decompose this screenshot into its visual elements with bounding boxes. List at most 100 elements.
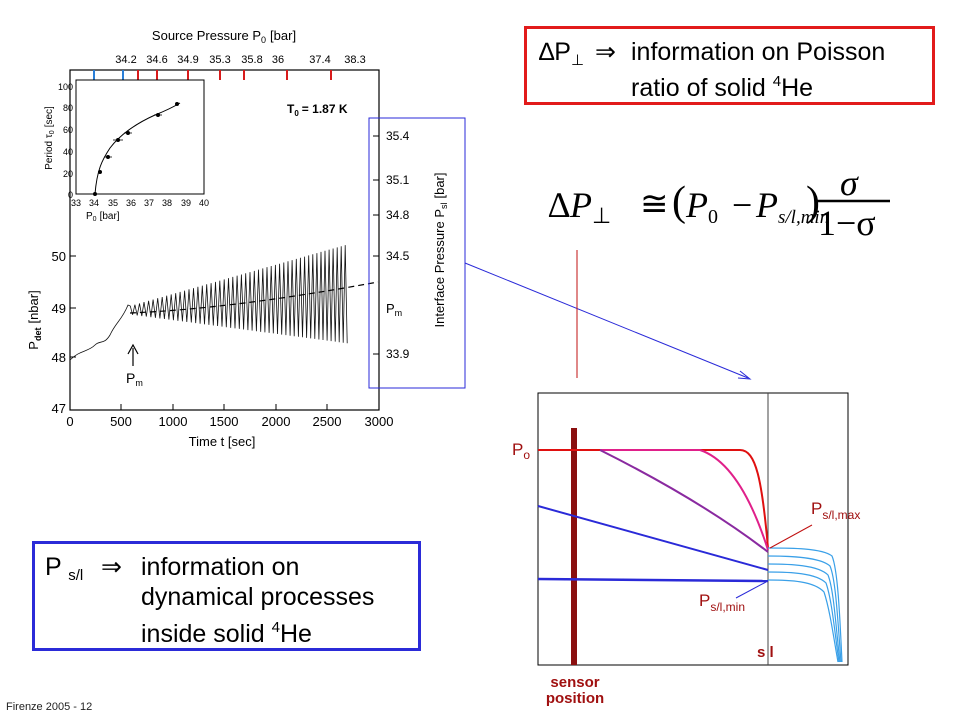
inset-x-ticks: 33 34 35 36 37 38 39 40 <box>71 198 209 208</box>
right-tick-labels: 35.4 35.1 34.8 34.5 33.9 <box>386 129 410 361</box>
right-pm-label: Pm <box>386 301 402 318</box>
inset-error-bars <box>104 114 162 158</box>
temperature-label: T0 = 1.87 K <box>287 102 348 118</box>
profile-red <box>538 449 769 549</box>
dynamics-line2: dynamical processes <box>141 583 375 611</box>
top-tick-labels: 34.2 34.6 34.9 35.3 35.8 36 37.4 38.3 <box>115 54 365 66</box>
inset-x-tick: 36 <box>126 198 136 208</box>
right-axis-label: Interface Pressure Psl[bar] <box>432 172 449 327</box>
inset-y-tick: 20 <box>63 169 73 179</box>
diagram-frame <box>537 392 849 666</box>
top-tick-label: 34.9 <box>177 54 198 66</box>
inset-x-tick: 37 <box>144 198 154 208</box>
profile-blue-flat <box>537 577 769 583</box>
poisson-symbol: ∆P⊥ <box>539 38 585 70</box>
y-tick-label: 50 <box>52 249 66 264</box>
formula-minus: − <box>732 185 753 225</box>
right-tick-label: 35.1 <box>386 173 410 187</box>
pm-arrow-head <box>127 343 139 355</box>
formula-paren-open: ( <box>672 179 686 225</box>
pm-dashed-curve <box>129 281 379 314</box>
x-tick-label: 500 <box>110 414 132 429</box>
y-axis-label: Pdet[nbar] <box>26 290 43 349</box>
top-tick-label: 35.8 <box>241 54 262 66</box>
dynamics-info-box: P s/l ⇒ information on dynamical process… <box>32 541 421 651</box>
pmin-label: Ps/l,min <box>699 591 745 614</box>
y-tick-label: 49 <box>52 301 66 316</box>
sl-label: s l <box>757 644 774 661</box>
inset-y-ticks: 100 80 60 40 20 0 <box>58 82 73 200</box>
inset-x-tick: 39 <box>181 198 191 208</box>
profile-diagram: Po Ps/l,max Ps/l,min s l sensor position <box>512 392 860 707</box>
inset-plot: 100 80 60 40 20 0 33 34 35 36 37 38 39 4… <box>44 79 209 223</box>
main-plot: Source Pressure P0 [bar] 34.2 34.6 34.9 3… <box>26 28 752 449</box>
inset-x-tick: 34 <box>89 198 99 208</box>
poisson-line1: information on Poisson <box>631 38 886 66</box>
poisson-arrow: ⇒ <box>595 38 616 66</box>
formula-lhs: ∆P⊥ <box>548 185 612 228</box>
sensor-bar <box>571 428 577 665</box>
inset-x-tick: 40 <box>199 198 209 208</box>
x-tick-label: 0 <box>66 414 73 429</box>
connector-line <box>464 262 749 379</box>
x-tick-label: 3000 <box>365 414 394 429</box>
sensor-label-line2: position <box>546 690 604 707</box>
pm-arrow-label: Pm <box>126 370 143 388</box>
formula-approx: ≅ <box>640 186 669 223</box>
poisson-info-box: ∆P⊥ ⇒ information on Poisson ratio of so… <box>524 26 935 105</box>
x-tick-labels: 0 500 1000 1500 2000 2500 3000 <box>66 414 393 429</box>
x-tick-label: 1000 <box>159 414 188 429</box>
top-axis-markers <box>93 70 332 80</box>
y-tick-label: 48 <box>52 350 66 365</box>
profile-pink <box>600 449 769 551</box>
top-tick-label: 34.6 <box>146 54 167 66</box>
top-tick-label: 34.2 <box>115 54 136 66</box>
sensor-label-line1: sensor <box>550 674 599 691</box>
dynamics-line3: inside solid 4He <box>141 619 312 648</box>
connector-arrow-head <box>737 370 752 380</box>
profile-purple <box>599 449 769 553</box>
dynamics-arrow: ⇒ <box>101 553 122 581</box>
poisson-line2: ratio of solid 4He <box>631 73 814 102</box>
profile-solid-curves <box>767 547 843 663</box>
inset-x-tick: 33 <box>71 198 81 208</box>
x-tick-label: 2500 <box>313 414 342 429</box>
inset-y-label: Period τ0[sec] <box>44 106 56 170</box>
inset-x-label: P0 [bar] <box>86 211 120 223</box>
tick-marks <box>70 135 379 410</box>
right-tick-label: 34.5 <box>386 249 410 263</box>
x-tick-label: 1500 <box>210 414 239 429</box>
right-tick-label: 34.8 <box>386 208 410 222</box>
top-tick-label: 38.3 <box>344 54 365 66</box>
inset-x-tick: 35 <box>108 198 118 208</box>
x-tick-label: 2000 <box>262 414 291 429</box>
inset-frame <box>75 79 205 195</box>
formula-numerator: σ <box>840 163 858 203</box>
p0-label: Po <box>512 440 530 462</box>
pressure-trace <box>69 245 348 361</box>
top-axis-title: Source Pressure P0 [bar] <box>152 28 296 45</box>
profile-blue-slope <box>537 505 769 571</box>
right-tick-label: 33.9 <box>386 347 410 361</box>
pmax-leader <box>769 524 813 549</box>
footer-text: Firenze 2005 - 12 <box>6 701 93 713</box>
inset-fit-curve <box>94 102 181 195</box>
y-tick-labels: 50 49 48 47 <box>52 249 66 416</box>
highlight-rectangle <box>368 117 466 389</box>
top-tick-label: 36 <box>272 54 284 66</box>
dynamics-symbol: P s/l <box>45 553 84 585</box>
formula-paren-close: ) <box>806 179 820 225</box>
right-tick-label: 35.4 <box>386 129 410 143</box>
formula-ps: Ps/l,min <box>756 185 830 228</box>
inset-y-tick: 100 <box>58 82 73 92</box>
y-tick-label: 47 <box>52 401 66 416</box>
top-tick-label: 37.4 <box>309 54 330 66</box>
pmax-label: Ps/l,max <box>811 499 860 522</box>
pmin-leader <box>735 581 767 599</box>
formula-denominator: 1−σ <box>818 203 876 243</box>
inset-y-tick: 60 <box>63 125 73 135</box>
formula-p0: P0 <box>686 185 718 228</box>
inset-x-tick: 38 <box>162 198 172 208</box>
inset-y-tick: 80 <box>63 103 73 113</box>
